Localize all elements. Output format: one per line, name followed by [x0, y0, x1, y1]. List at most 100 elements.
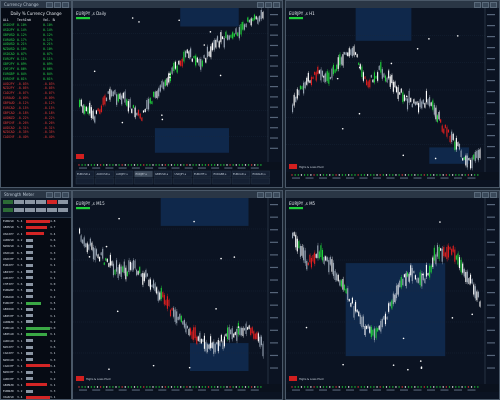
list-item[interactable]: EURGBP 0.04% 0.04%	[1, 72, 71, 77]
close-icon[interactable]	[62, 2, 69, 8]
signal-badge	[289, 376, 297, 381]
minimize-icon[interactable]	[257, 2, 264, 8]
symbol-tab[interactable]	[114, 177, 134, 185]
close-icon[interactable]	[490, 192, 497, 198]
list-item[interactable]: NZDUSD 4.1 3.5	[1, 243, 71, 249]
symbol-tab[interactable]	[153, 170, 173, 178]
symbol-tab[interactable]	[231, 177, 251, 185]
list-item[interactable]: NZDCAD -0.35% -0.35%	[1, 130, 71, 135]
close-icon[interactable]	[490, 2, 497, 8]
symbol-tab[interactable]	[212, 170, 231, 178]
list-item[interactable]: GBPCAD 3.4 3.1	[1, 331, 71, 337]
list-item[interactable]: EURCHF 3.4 3.5	[1, 300, 71, 306]
symbol-tab[interactable]	[231, 170, 251, 178]
list-item[interactable]: AUDCHF 3.3 3.2	[1, 375, 71, 381]
maximize-icon[interactable]	[54, 2, 61, 8]
list-item[interactable]: AUDCAD -0.31% -0.31%	[1, 126, 71, 131]
list-item[interactable]: EURJPY 3.6 3.1	[1, 262, 71, 268]
list-item[interactable]: CHFJPY 3.6 3.0	[1, 281, 71, 287]
list-item[interactable]: CADJPY 3.1 3.1	[1, 350, 71, 356]
symbol-tab[interactable]	[75, 170, 95, 178]
symbol-tab[interactable]	[173, 177, 192, 185]
list-item[interactable]: CADCHF 3.1 3.4	[1, 363, 71, 369]
symbol-tab[interactable]	[192, 170, 212, 178]
list-item[interactable]: USDCHF 0.10% 0.10%	[1, 23, 71, 28]
symbol-tab[interactable]	[75, 177, 95, 185]
list-item[interactable]: GBPJPY 3.4 3.0	[1, 268, 71, 274]
list-item[interactable]: EURCAD 3.1 3.0	[1, 325, 71, 331]
list-item[interactable]: CHFJPY 0.06% 0.06%	[1, 67, 71, 72]
list-item[interactable]: USDJPY 2.1 3.4	[1, 231, 71, 237]
list-item[interactable]: AUDJPY 3.6 3.1	[1, 275, 71, 281]
list-item[interactable]: GBPUSD 0.12% 0.12%	[1, 33, 71, 38]
list-item[interactable]: AUDJPY -0.03% -0.03%	[1, 82, 71, 87]
symbol-tab[interactable]	[212, 177, 231, 185]
list-item[interactable]: GBPJPY 0.09% 0.09%	[1, 62, 71, 67]
list-item[interactable]: CADCHF -0.40% -0.40%	[1, 135, 71, 140]
minimize-icon[interactable]	[46, 192, 53, 198]
minimize-icon[interactable]	[474, 192, 481, 198]
maximize-icon[interactable]	[265, 192, 272, 198]
list-item[interactable]: EURAUD 3.4 3.2	[1, 294, 71, 300]
list-item[interactable]: AUDUSD 0.21% 0.21%	[1, 42, 71, 47]
symbol-tab[interactable]	[192, 177, 212, 185]
price-chart-m15[interactable]: EURJPY ,s M15 Highs & Lows Pivot	[73, 198, 282, 400]
list-item[interactable]: NZDCHF 3.3 3.1	[1, 369, 71, 375]
minimize-icon[interactable]	[257, 192, 264, 198]
session-dot	[294, 386, 296, 388]
list-item[interactable]: NZDJPY -0.05% -0.05%	[1, 86, 71, 91]
list-item[interactable]: EURCHF 0.01% 0.01%	[1, 77, 71, 82]
list-item[interactable]: GBPUSD 5.3 4.7	[1, 224, 71, 230]
list-item[interactable]: NZDUSD 0.10% 0.10%	[1, 47, 71, 52]
maximize-icon[interactable]	[482, 2, 489, 8]
list-item[interactable]: EURUSD 5.4 4.8	[1, 218, 71, 224]
symbol-tab[interactable]	[251, 177, 270, 185]
close-icon[interactable]	[273, 192, 280, 198]
list-item[interactable]: AUDNZD 3.3 3.2	[1, 319, 71, 325]
list-item[interactable]: GBPAUD 3.1 3.4	[1, 306, 71, 312]
list-item[interactable]: EURNZD 3.2 3.3	[1, 388, 71, 394]
symbol-tab[interactable]	[173, 170, 192, 178]
list-item[interactable]: CADJPY -0.07% -0.07%	[1, 91, 71, 96]
list-item[interactable]: AUDCAD 3.1 3.2	[1, 338, 71, 344]
list-item[interactable]: EURAUD -0.09% -0.09%	[1, 96, 71, 101]
list-item[interactable]: GBPAUD -0.12% -0.12%	[1, 101, 71, 106]
list-item[interactable]: GBPCAD -0.18% -0.18%	[1, 111, 71, 116]
list-item[interactable]: EURUSD 0.17% 0.17%	[1, 38, 71, 43]
list-item[interactable]: EURCAD -0.15% -0.15%	[1, 106, 71, 111]
minimize-icon[interactable]	[474, 2, 481, 8]
list-item[interactable]: AUDUSD 4.2 3.6	[1, 237, 71, 243]
list-item[interactable]: AUDNZD -0.22% -0.22%	[1, 116, 71, 121]
price-chart-daily[interactable]: EURJPY ,s Daily EURUSD,s AUDUSD,s AUDJPY,s E…	[73, 8, 282, 188]
list-item[interactable]: EURGBP 3.5 3.1	[1, 287, 71, 293]
price-chart-h1[interactable]: EURJPY ,s H1 Highs & Lows Pivot	[286, 8, 499, 188]
list-item[interactable]: GBPCHF -0.26% -0.26%	[1, 121, 71, 126]
maximize-icon[interactable]	[265, 2, 272, 8]
list-item[interactable]: NZDJPY 3.3 3.6	[1, 344, 71, 350]
list-item[interactable]: USDCAD 6.5 3.3	[1, 249, 71, 255]
symbol-tab[interactable]	[134, 177, 153, 185]
list-item[interactable]: USDCAD 0.07% 0.07%	[1, 52, 71, 57]
list-item[interactable]: XAUUSD 3.4 3.1	[1, 394, 71, 399]
list-item[interactable]: GBPNZD 3.1 3.1	[1, 382, 71, 388]
pivot-marker	[322, 76, 325, 78]
maximize-icon[interactable]	[482, 192, 489, 198]
symbol-tab[interactable]	[153, 177, 173, 185]
close-icon[interactable]	[273, 2, 280, 8]
symbol-tab[interactable]	[95, 170, 114, 178]
symbol-tab[interactable]	[95, 177, 114, 185]
list-item[interactable]: USDCHF 3.4 3.2	[1, 256, 71, 262]
close-icon[interactable]	[62, 192, 69, 198]
symbol-tab[interactable]	[251, 170, 270, 178]
price-chart-m5[interactable]: EURJPY ,s M5 Highs & Lows Pivot	[286, 198, 499, 400]
list-item[interactable]: NZDCAD 3.1 3.3	[1, 357, 71, 363]
list-item[interactable]: EURJPY 0.11% 0.11%	[1, 57, 71, 62]
symbol-tab[interactable]	[114, 170, 134, 178]
list-item[interactable]: USDJPY 0.14% 0.14%	[1, 28, 71, 33]
maximize-icon[interactable]	[54, 192, 61, 198]
list-item[interactable]: GBPCHF 3.6 3.1	[1, 312, 71, 318]
symbol-tab[interactable]	[134, 170, 153, 178]
candle	[235, 28, 237, 35]
minimize-icon[interactable]	[46, 2, 53, 8]
candle	[321, 71, 324, 77]
